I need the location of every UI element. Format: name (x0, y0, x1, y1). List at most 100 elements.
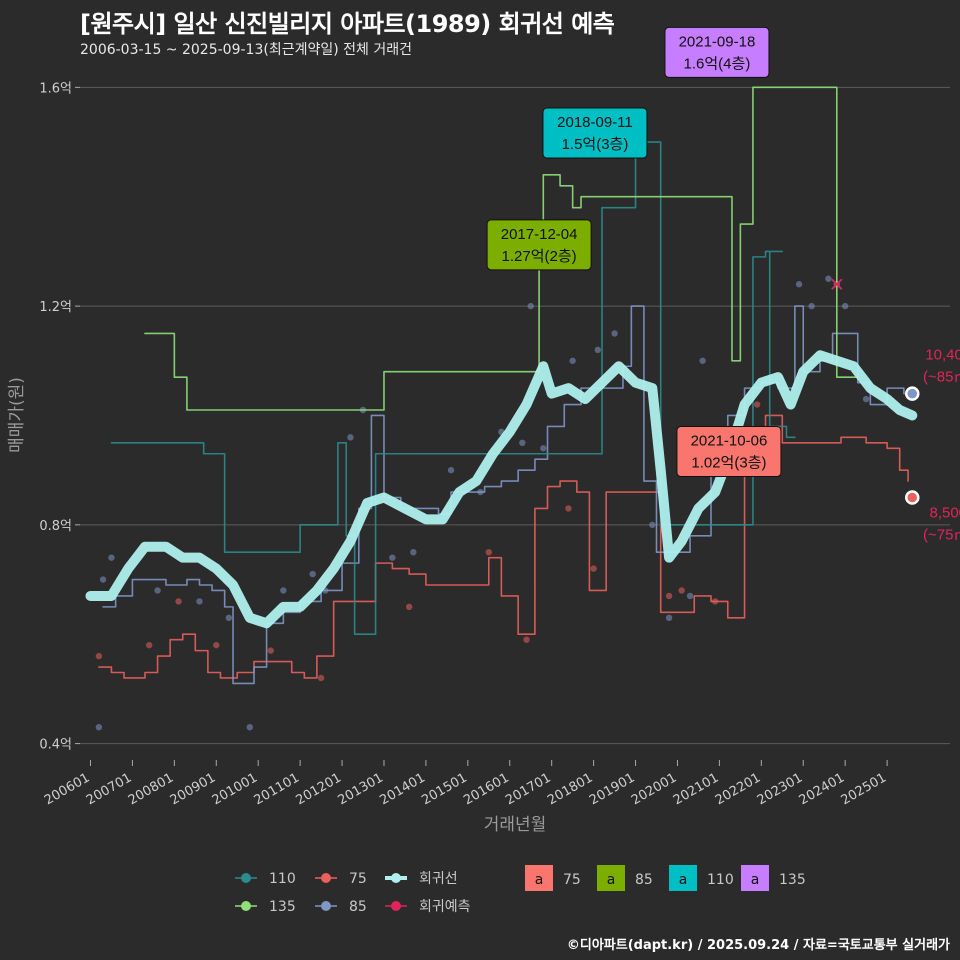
legend: 110 75 회귀선 135 85 회귀예측 a 75 a 85 a 110 a 135 (235, 865, 806, 915)
scatter-point (527, 302, 534, 310)
x-tick-label: 202501 (839, 770, 889, 808)
scatter-point (108, 554, 115, 561)
scatter-point (99, 576, 107, 583)
legend-box-glyph: a (679, 872, 688, 888)
scatter-point (594, 346, 602, 354)
x-axis-title: 거래년월 (484, 815, 547, 835)
prediction-area-label: (~75㎡) (923, 527, 960, 544)
series-line-110 (110, 141, 796, 636)
x-tick-label: 202301 (755, 770, 805, 808)
scatter-points (95, 231, 870, 731)
scatter-point (565, 505, 572, 512)
prediction-point (905, 490, 920, 505)
scatter-point (145, 641, 153, 649)
scatter-point (825, 275, 832, 282)
scatter-point (590, 565, 597, 572)
page-title: [원주시] 일산 신진빌리지 아파트(1989) 회귀선 예측 (80, 10, 615, 38)
legend-dot (391, 873, 401, 883)
annotation-box (542, 107, 648, 159)
annotation-box (664, 26, 770, 78)
scatter-point (95, 723, 103, 731)
annotations: 2021-09-18 1.6억(4층) 2018-09-11 1.5억(3층) 2017… (486, 26, 782, 478)
series-line-75 (98, 414, 909, 679)
y-axis-title: 매매가(원) (7, 377, 27, 453)
scatter-point (686, 592, 694, 600)
source-caption: ©디아파트(dapt.kr) / 2025.09.24 / 자료=국토교통부 실… (566, 938, 950, 953)
x-tick-label: 200901 (168, 770, 218, 808)
scatter-point (795, 281, 803, 288)
scatter-point (649, 521, 656, 529)
scatter-point (519, 439, 526, 447)
x-tick-label: 202401 (797, 770, 847, 808)
scatter-point (309, 570, 316, 578)
legend-label: 회귀예측 (419, 899, 471, 915)
legend-box-label: 135 (779, 872, 806, 888)
legend-label: 135 (269, 899, 296, 915)
regression-predictions: 10,400 (~85㎡) 8,500 (~75㎡) (764, 278, 960, 544)
scatter-point (267, 647, 274, 654)
legend-dot (321, 901, 331, 911)
scatter-point (540, 445, 547, 452)
scatter-point (808, 302, 815, 310)
legend-dot (241, 873, 251, 883)
scatter-point (95, 652, 103, 660)
scatter-point (665, 614, 673, 622)
legend-box-glyph: a (751, 872, 760, 888)
scatter-point (225, 614, 233, 622)
prediction-value-label: 8,500 (929, 505, 960, 522)
prediction-area-label: (~85㎡) (923, 369, 960, 386)
legend-box (525, 865, 553, 891)
x-tick-label: 201501 (419, 770, 469, 808)
legend-box-glyph: a (607, 872, 616, 888)
prediction-point (905, 386, 920, 401)
x-tick-label: 202001 (629, 770, 679, 808)
x-tick-label: 202201 (713, 770, 763, 808)
scatter-point (665, 592, 673, 600)
scatter-point (523, 636, 530, 643)
annotation-date: 2017-12-04 (501, 226, 578, 243)
legend-label: 110 (269, 871, 296, 887)
x-tick-label: 201201 (294, 770, 344, 808)
annotation-date: 2018-09-11 (557, 114, 633, 131)
series-lines (85, 86, 918, 685)
legend-box (741, 865, 769, 891)
x-tick-label: 201001 (210, 770, 260, 808)
legend-box (669, 865, 697, 891)
x-tick-label: 201601 (461, 770, 511, 808)
y-tick-label: 0.8억 (39, 519, 72, 534)
legend-box-label: 75 (563, 872, 581, 888)
scatter-point (175, 598, 182, 605)
legend-box-glyph: a (535, 872, 544, 888)
x-tick-label: 200801 (126, 770, 176, 808)
scatter-point (841, 302, 849, 310)
legend-dot (391, 901, 401, 911)
scatter-point (447, 466, 455, 474)
scatter-point (196, 598, 203, 605)
scatter-point (611, 330, 618, 337)
trend-line (85, 350, 918, 629)
annotation-date: 2021-10-06 (691, 433, 768, 450)
scatter-point (753, 401, 761, 408)
x-tick-label: 201901 (587, 770, 637, 808)
scatter-point (347, 434, 354, 441)
scatter-point (154, 587, 161, 594)
x-axis-ticks: 2006012007012008012009012010012011012012… (42, 760, 889, 808)
scatter-point (699, 357, 706, 364)
annotation-value: 1.02억(3층) (691, 455, 766, 472)
annotation-box (486, 219, 592, 271)
scatter-point (862, 395, 870, 403)
annotation-value: 1.27억(2층) (502, 248, 577, 265)
x-tick-label: 201101 (252, 770, 302, 808)
legend-label: 회귀선 (419, 871, 458, 887)
y-tick-label: 1.2억 (39, 300, 72, 315)
scatter-point (569, 357, 576, 364)
scatter-point (678, 587, 685, 594)
legend-dot (321, 873, 331, 883)
scatter-point (317, 674, 325, 682)
prediction-value-label: 10,400 (925, 347, 960, 364)
annotation-value: 1.6억(4층) (684, 55, 751, 72)
x-tick-label: 200701 (84, 770, 134, 808)
x-tick-label: 201301 (335, 770, 385, 808)
scatter-point (410, 548, 417, 556)
